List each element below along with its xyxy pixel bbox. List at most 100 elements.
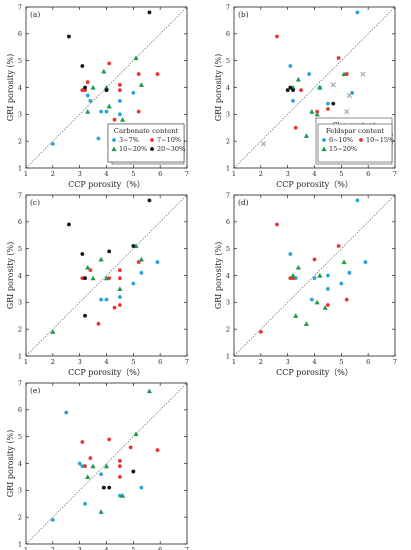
- data-point: [85, 80, 90, 85]
- data-point: [83, 85, 87, 90]
- data-point: [98, 256, 104, 262]
- y-tick-label: 4: [226, 84, 230, 92]
- data-point: [83, 464, 87, 469]
- data-point: [317, 272, 323, 278]
- data-point: [85, 93, 90, 98]
- legend-entry-label: 7~10%: [157, 136, 181, 144]
- data-point: [317, 84, 323, 90]
- data-point: [101, 68, 107, 74]
- y-tick-label: 7: [18, 191, 22, 199]
- data-point: [299, 88, 303, 93]
- data-point: [104, 88, 109, 93]
- legend-marker: [150, 147, 154, 151]
- x-tick-label: 5: [131, 358, 135, 366]
- data-point: [295, 264, 301, 270]
- data-point: [303, 321, 310, 326]
- data-point: [312, 276, 317, 281]
- data-point: [112, 117, 117, 122]
- data-point: [90, 463, 96, 469]
- series-group: [288, 198, 368, 302]
- x-tick-label: 5: [339, 358, 343, 366]
- y-tick-label: 3: [18, 111, 22, 119]
- legend-title: Feldspar content: [326, 127, 385, 135]
- legend-marker: [150, 138, 154, 142]
- data-point: [314, 111, 320, 117]
- y-tick-label: 2: [226, 137, 230, 145]
- series-group: [285, 85, 336, 106]
- data-point: [99, 109, 104, 114]
- data-point: [96, 136, 101, 141]
- y-tick-label: 1: [226, 164, 230, 172]
- y-axis-label: GRI porosity (%): [214, 242, 223, 309]
- series-group: [80, 437, 160, 479]
- legend-entry-label: 6~10%: [329, 136, 353, 144]
- x-tick-label: 4: [104, 358, 108, 366]
- data-point: [50, 517, 55, 522]
- data-point: [103, 463, 110, 469]
- y-tick-label: 5: [226, 57, 230, 65]
- data-point: [307, 72, 312, 76]
- data-point: [104, 109, 109, 114]
- x-axis-label: CCP porosity（%）: [276, 180, 353, 189]
- panel-label: (b): [238, 10, 249, 19]
- data-point: [131, 469, 136, 474]
- data-point: [128, 445, 133, 450]
- data-point: [85, 264, 91, 270]
- series-group: [85, 388, 153, 514]
- x-tick-label: 6: [366, 170, 370, 178]
- x-tick-label: 4: [104, 546, 108, 550]
- legend-box: [317, 123, 393, 163]
- data-point: [291, 99, 295, 103]
- data-point: [139, 485, 144, 490]
- data-point: [131, 244, 136, 248]
- data-point: [64, 410, 69, 415]
- x-tick-label: 2: [51, 358, 55, 366]
- x-tick-label: 1: [24, 170, 28, 178]
- series-group: [50, 243, 144, 334]
- y-tick-label: 3: [18, 487, 22, 495]
- series-group: [101, 469, 136, 490]
- series-group: [290, 71, 347, 138]
- y-tick-label: 6: [226, 218, 230, 226]
- data-point: [291, 88, 295, 93]
- data-point: [136, 109, 141, 114]
- y-tick-label: 4: [18, 84, 22, 92]
- legend-entry-label: 10~20%: [119, 145, 147, 153]
- data-point: [139, 270, 144, 275]
- data-point: [309, 297, 314, 302]
- data-point: [314, 299, 320, 305]
- data-point: [326, 273, 330, 278]
- y-tick-label: 4: [18, 272, 22, 280]
- x-axis-label: CCP porosity（%）: [68, 368, 145, 377]
- data-point: [118, 475, 122, 479]
- data-point: [99, 472, 104, 477]
- y-tick-label: 5: [226, 245, 230, 253]
- y-tick-label: 2: [18, 513, 22, 521]
- data-point: [117, 286, 123, 291]
- data-point: [260, 141, 267, 147]
- data-point: [107, 437, 112, 442]
- data-point: [88, 99, 93, 103]
- data-point: [106, 103, 112, 109]
- data-point: [80, 64, 85, 68]
- data-point: [101, 485, 106, 490]
- data-point: [88, 456, 93, 461]
- y-tick-label: 1: [18, 352, 22, 360]
- x-tick-label: 2: [259, 358, 263, 366]
- series-group: [50, 90, 136, 146]
- legend-entry-label: 20~30%: [157, 145, 185, 153]
- data-point: [355, 198, 360, 203]
- data-point: [288, 85, 293, 90]
- series-group: [85, 55, 144, 122]
- y-tick-label: 6: [18, 218, 22, 226]
- x-tick-label: 2: [259, 170, 263, 178]
- data-point: [275, 34, 279, 39]
- data-point: [107, 61, 112, 66]
- x-tick-label: 1: [232, 170, 236, 178]
- y-tick-label: 7: [226, 191, 230, 199]
- data-point: [131, 281, 136, 286]
- data-point: [147, 10, 152, 15]
- data-point: [363, 260, 368, 264]
- x-tick-label: 2: [51, 546, 55, 550]
